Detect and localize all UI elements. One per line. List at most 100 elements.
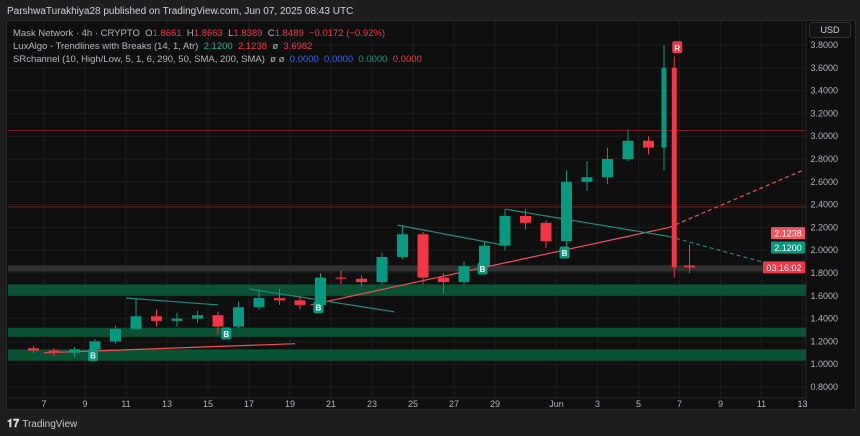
candle-body	[684, 265, 695, 268]
candle-body	[417, 234, 429, 278]
candle	[233, 301, 244, 328]
x-tick-label: 5	[636, 399, 641, 409]
x-tick-label: 27	[449, 399, 459, 409]
candle-body	[356, 278, 367, 283]
y-tick-label: 3.8000	[810, 40, 838, 50]
x-tick-label: 19	[285, 399, 295, 409]
change-value: −0.0172 (−0.92%)	[308, 28, 386, 39]
y-tick-label: 3.6000	[810, 63, 838, 73]
candle-body	[192, 315, 203, 319]
footer: 𝟏𝟕 TradingView	[7, 418, 77, 431]
y-tick-label: 0.8000	[810, 382, 838, 392]
symbol-legend: Mask Network · 4h · CRYPTO O1.8661 H1.86…	[13, 27, 422, 40]
candle	[171, 312, 183, 327]
candle-body	[661, 67, 667, 148]
high-label: H	[186, 28, 194, 39]
candle-body	[581, 177, 593, 182]
signal-badge	[477, 262, 488, 275]
candle-body	[315, 277, 326, 305]
candle-body	[671, 67, 677, 268]
y-tick-label: 1.4000	[810, 314, 838, 324]
candle-body	[48, 350, 60, 353]
candle	[438, 273, 449, 294]
y-tick-label: 2.6000	[810, 177, 838, 187]
x-tick-label: 7	[677, 399, 682, 409]
candle-body	[212, 315, 224, 327]
symbol-name[interactable]: Mask Network · 4h · CRYPTO	[13, 28, 140, 39]
candle-body	[294, 300, 306, 305]
candle	[130, 298, 142, 330]
open-value: 1.8661	[152, 28, 182, 39]
chart-legend: Mask Network · 4h · CRYPTO O1.8661 H1.86…	[13, 27, 422, 66]
candle	[69, 347, 80, 358]
candle	[294, 295, 306, 310]
signal-badge	[559, 246, 570, 259]
y-tick-label: 2.2000	[810, 222, 838, 232]
high-value: 1.8663	[193, 28, 223, 39]
candle	[212, 311, 224, 335]
x-tick-label: 9	[82, 399, 87, 409]
y-tick-label: 3.0000	[810, 131, 838, 141]
y-tick-label: 3.4000	[810, 86, 838, 96]
close-label: C	[267, 28, 275, 39]
candle-body	[602, 159, 613, 178]
support-zone	[8, 327, 806, 337]
candle	[28, 345, 39, 353]
x-tick-label: 15	[203, 399, 213, 409]
y-tick-label: 1.2000	[810, 336, 838, 346]
candle	[643, 136, 654, 155]
indicator-srchannel[interactable]: SRchannel (10, High/Low, 5, 1, 6, 290, 5…	[13, 53, 422, 66]
indicator-value: 0.0000	[392, 54, 422, 65]
indicator-value: 0.0000	[358, 54, 388, 65]
candle	[110, 325, 121, 344]
candle	[417, 231, 429, 285]
signal-label: R	[674, 44, 680, 53]
candle-body	[561, 181, 572, 242]
candle	[622, 129, 634, 162]
x-tick-label: 11	[757, 399, 766, 409]
currency-button[interactable]: USD	[809, 22, 851, 38]
candle	[48, 348, 60, 357]
signal-label: B	[480, 265, 486, 274]
candle-body	[69, 349, 80, 353]
indicator-luxalgo[interactable]: LuxAlgo - Trendlines with Breaks (14, 1,…	[13, 40, 422, 53]
current-price-band	[8, 265, 806, 272]
signal-badge	[221, 327, 232, 340]
y-tick-label: 2.0000	[810, 245, 838, 255]
chart-panel[interactable]	[6, 20, 856, 410]
candle	[540, 220, 552, 248]
candle-body	[151, 316, 162, 321]
signal-label: B	[223, 330, 229, 339]
indicator-value: ø	[272, 41, 279, 52]
x-tick-label: 9	[718, 399, 723, 409]
x-tick-label: 17	[244, 399, 254, 409]
trendline-extension	[669, 169, 803, 228]
publisher-line: ParshwaTurakhiya28 published on TradingV…	[7, 6, 354, 17]
candle-body	[89, 341, 101, 350]
candle-body	[622, 140, 634, 159]
y-tick-label: 1.8000	[810, 268, 838, 278]
signal-label: B	[90, 352, 96, 361]
footer-brand[interactable]: TradingView	[22, 419, 78, 430]
candle-body	[479, 245, 490, 267]
candle	[581, 161, 593, 191]
price-label: 2.1200	[774, 243, 802, 253]
candle-body	[499, 216, 511, 246]
candle-body	[274, 298, 285, 301]
x-tick-label: 25	[408, 399, 418, 409]
price-label: 2.1238	[774, 229, 802, 239]
signal-badge	[88, 349, 98, 362]
candle-body	[110, 328, 121, 342]
support-zone	[8, 349, 806, 361]
candle-body	[397, 234, 408, 258]
low-value: 1.8389	[233, 28, 263, 39]
signal-label: B	[316, 304, 322, 313]
candle	[397, 225, 408, 260]
x-tick-label: 13	[162, 399, 172, 409]
indicator-value: 2.1200	[203, 41, 233, 52]
candle-body	[233, 307, 244, 327]
indicator-value: 0.0000	[289, 54, 319, 65]
candle	[602, 147, 613, 185]
support-zone	[8, 284, 806, 296]
